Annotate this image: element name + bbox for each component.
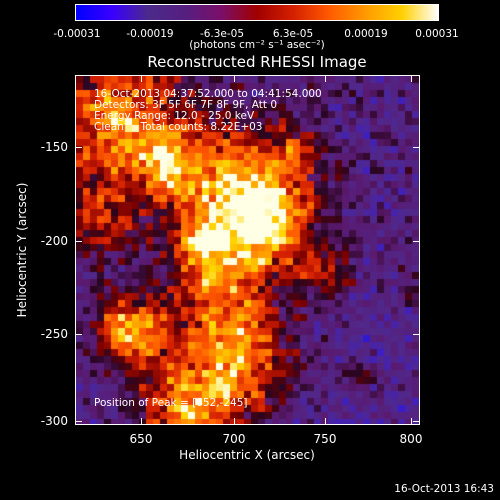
colorbar [75, 4, 439, 21]
tick-mark [413, 147, 420, 148]
timestamp: 16-Oct-2013 16:43 [394, 483, 494, 495]
tick-mark [75, 147, 82, 148]
x-tick-label: 700 [222, 432, 246, 446]
colorbar-units: (photons cm⁻² s⁻¹ asec⁻²) [189, 39, 325, 51]
tick-mark [413, 334, 420, 335]
colorbar-tick: -6.3e-05 [199, 28, 245, 40]
tick-mark [411, 418, 412, 425]
tick-mark [413, 241, 420, 242]
annotation-clean: Clean Total counts: 8.22E+03 [94, 121, 263, 133]
tick-mark [75, 241, 82, 242]
plot-title: Reconstructed RHESSI Image [147, 53, 367, 71]
annotation-energy: Energy Range: 12.0 - 25.0 keV [94, 110, 255, 122]
tick-mark [325, 75, 326, 82]
colorbar-tick: -0.00031 [53, 28, 101, 40]
colorbar-tick: 0.00019 [344, 28, 388, 40]
tick-mark [141, 418, 142, 425]
tick-mark [234, 418, 235, 425]
annotation-detectors: Detectors: 3F 5F 6F 7F 8F 9F, Att 0 [94, 99, 278, 111]
colorbar-tick: 6.3e-05 [272, 28, 314, 40]
tick-mark [141, 75, 142, 82]
tick-mark [325, 418, 326, 425]
tick-mark [234, 75, 235, 82]
x-tick-label: 800 [399, 432, 423, 446]
colorbar-tick: -0.00019 [126, 28, 174, 40]
tick-mark [75, 334, 82, 335]
y-tick-label: -150 [40, 140, 68, 154]
y-tick-label: -250 [40, 327, 68, 341]
peak-position: Position of Peak = [652,-245] [94, 397, 248, 409]
annotation-time: 16-Oct-2013 04:37:52.000 to 04:41:54.000 [94, 88, 322, 100]
tick-mark [75, 421, 82, 422]
tick-mark [411, 75, 412, 82]
x-axis-label: Heliocentric X (arcsec) [179, 448, 315, 462]
x-tick-label: 750 [313, 432, 337, 446]
heatmap-image [76, 76, 419, 424]
y-tick-label: -200 [40, 234, 68, 248]
colorbar-tick: 0.00031 [415, 28, 459, 40]
y-axis-label: Heliocentric Y (arcsec) [15, 182, 29, 318]
tick-mark [413, 421, 420, 422]
heatmap-plot: 16-Oct-2013 04:37:52.000 to 04:41:54.000… [75, 75, 420, 425]
x-tick-label: 650 [129, 432, 153, 446]
y-tick-label: -300 [40, 414, 68, 428]
